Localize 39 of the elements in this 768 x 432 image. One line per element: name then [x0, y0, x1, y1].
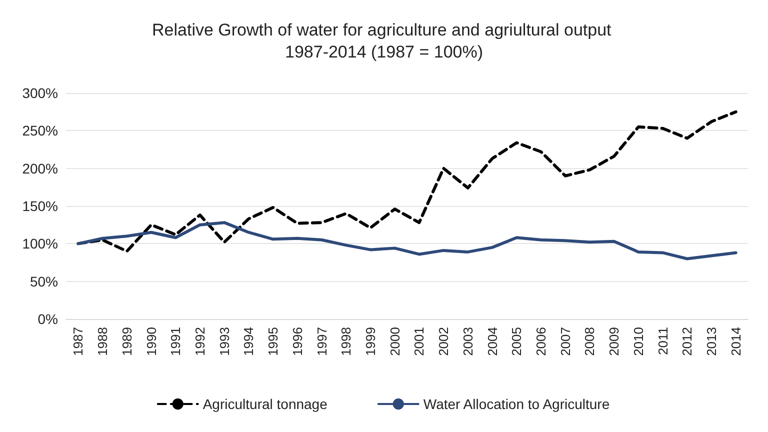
x-tick-label: 1992	[192, 327, 208, 356]
y-tick-label: 50%	[30, 273, 58, 290]
y-tick-label: 0%	[38, 311, 58, 327]
x-tick-label: 1995	[266, 327, 281, 356]
x-tick-label: 2000	[387, 327, 402, 356]
x-tick-label: 2007	[558, 327, 573, 356]
x-tick-label: 2005	[509, 327, 524, 356]
x-tick-label: 2006	[533, 327, 548, 356]
x-tick-label: 2003	[460, 327, 476, 356]
chart-title: Relative Growth of water for agriculture and agriultural output 1987-2014 (1987 = 100%)	[152, 20, 616, 62]
y-tick-label: 100%	[22, 236, 58, 252]
y-tick-label: 200%	[22, 160, 58, 176]
x-tick-label: 1988	[95, 327, 110, 356]
x-tick-label: 1994	[241, 327, 256, 356]
x-tick-label: 2004	[484, 327, 500, 356]
x-tick-label: 1991	[168, 327, 184, 356]
y-tick-label: 250%	[22, 122, 58, 139]
x-tick-label: 1998	[338, 327, 354, 356]
x-tick-label: 1993	[216, 327, 232, 356]
x-tick-label: 2010	[630, 327, 646, 356]
x-tick-label: 1990	[144, 327, 159, 356]
x-tick-label: 2009	[606, 327, 622, 356]
x-tick-label: 2008	[582, 327, 598, 356]
x-tick-label: 1999	[362, 327, 378, 356]
x-tick-label: 2014	[728, 327, 744, 356]
line-series	[76, 221, 738, 260]
x-tick-label: 2002	[436, 327, 452, 356]
x-tick-label: 1987	[70, 327, 86, 356]
y-tick-label: 300%	[22, 85, 58, 101]
x-tick-label: 2001	[412, 327, 427, 356]
x-tick-label: 1989	[119, 327, 134, 356]
legend-label: Water Allocation to Agriculture	[423, 396, 610, 412]
legend-label: Agricultural tonnage	[202, 396, 328, 412]
x-tick-label: 1997	[314, 327, 330, 356]
y-tick-label: 150%	[22, 198, 58, 214]
x-tick-label: 2013	[704, 327, 719, 356]
x-tick-label: 2011	[655, 327, 670, 355]
x-tick-label: 2012	[680, 327, 695, 356]
x-tick-label: 1996	[290, 327, 305, 356]
